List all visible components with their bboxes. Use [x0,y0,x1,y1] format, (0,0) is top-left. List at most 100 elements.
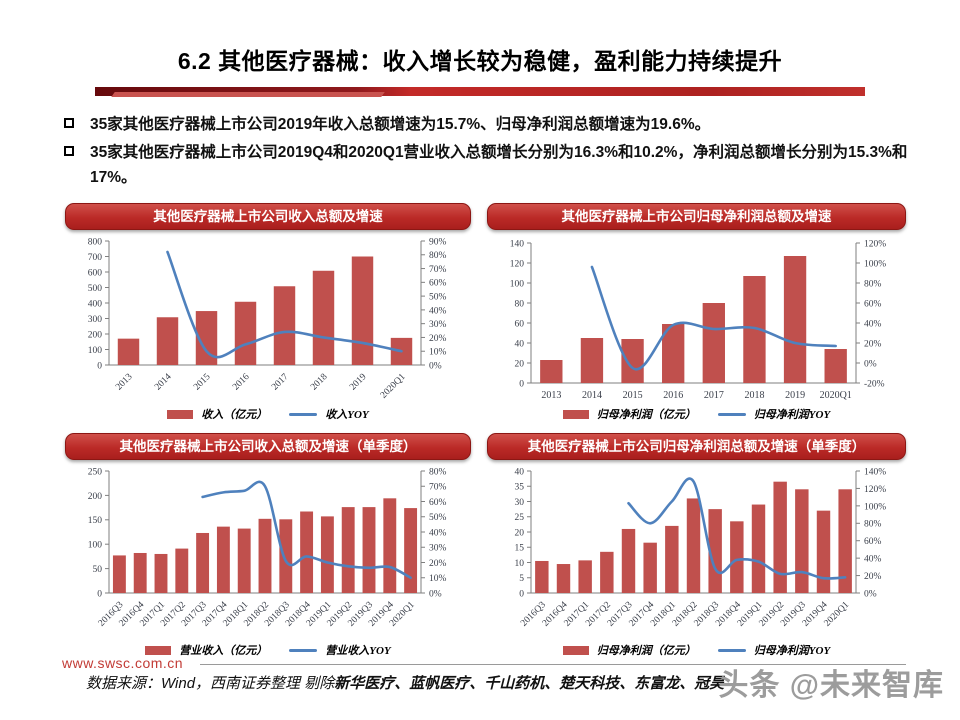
legend-label: 营业收入（亿元） [179,645,268,657]
left-axis-tick: 300 [88,315,103,325]
right-axis-tick: 50% [429,513,447,523]
legend-label: 归母净利润（亿元） [596,409,696,421]
right-axis-tick: 40% [864,555,882,565]
right-axis-tick: 80% [429,251,447,261]
right-axis-tick: 0% [429,361,442,371]
revenue-quarterly-panel: 其他医疗器械上市公司收入总额及增速（单季度） 0 50 100 150 200 250 0%… [65,433,471,661]
left-axis-tick: 50 [93,565,103,575]
footer-source-companies: 新华医疗、蓝帆医疗、千山药机、楚天科技、东富龙、冠昊 [334,675,725,692]
bar [730,521,744,593]
bar [300,511,314,593]
right-axis-tick: 0% [429,589,442,599]
bar [195,311,218,365]
left-axis-tick: 600 [88,268,103,278]
right-axis-tick: 60% [429,498,447,508]
bar [117,338,140,365]
right-axis-tick: 30% [429,320,447,330]
left-axis-tick: 25 [515,513,525,523]
page-title: 6.2 其他医疗器械：收入增长较为稳健，盈利能力持续提升 [177,48,783,74]
chart-title: 其他医疗器械上市公司归母净利润总额及增速 [487,203,906,230]
bar [237,528,251,593]
bar [112,555,126,593]
left-axis-tick: 20 [515,359,525,369]
legend-label: 收入YOY [325,409,369,421]
footer-url: www.swsc.com.cn [62,655,184,671]
x-axis-label: 2018 [744,390,764,401]
line-legend-swatch [717,648,746,652]
bar [783,256,807,383]
bar [621,528,636,593]
right-axis-tick: 40% [429,306,447,316]
revenue-total-chart: 0 100 200 300 400 500 600 700 800 0% 10% 20% 30% 40% 5… [88,237,447,401]
bar [341,507,355,593]
footer-divider-line [200,664,906,665]
legend-label: 营业收入YOY [325,645,391,657]
legend: 归母净利润（亿元） 归母净利润YOY [487,406,906,422]
legend-label: 收入（亿元） [201,409,268,421]
x-axis-label: 2019 [785,390,805,401]
bar-legend-swatch [562,409,589,419]
x-axis-label: 2017 [704,390,724,401]
left-axis-tick: 100 [88,346,103,356]
x-axis-label: 2020Q1 [379,372,408,401]
left-axis-tick: 0 [97,589,102,599]
right-axis-tick: 50% [429,293,447,303]
bar [175,548,189,593]
bar [665,525,679,593]
bars [540,256,847,383]
bar [196,532,210,593]
x-axis-label: 2017 [270,372,291,393]
left-axis-tick: 15 [515,544,525,554]
legend-label: 归母净利润YOY [753,645,831,657]
bar-legend-swatch [145,645,172,655]
left-axis-tick: 120 [510,259,525,269]
x-axis-label: 2016 [231,372,252,393]
chart-title: 其他医疗器械上市公司收入总额及增速 [65,203,471,230]
left-axis-tick: 800 [88,237,103,247]
yoy-line [166,250,403,359]
x-axis-label: 2020Q1 [823,600,852,629]
bar [258,518,272,593]
right-axis-tick: 60% [864,537,882,547]
x-axis-label: 2014 [153,372,174,393]
bar [362,507,376,593]
bar [838,489,852,593]
revenue-total-panel: 其他医疗器械上市公司收入总额及增速 0 100 200 300 400 500 600 700… [65,203,471,427]
x-axis-label: 2018 [309,372,330,393]
right-axis-tick: 30% [429,544,447,554]
bar [773,481,787,593]
right-axis-tick: 40% [429,528,447,538]
yoy-line [627,477,847,580]
left-axis-tick: 200 [88,492,103,502]
right-axis-tick: 10% [429,574,447,584]
right-axis-tick: 80% [429,467,447,477]
bar [751,504,766,593]
bar [154,553,168,593]
right-axis-tick: 120% [864,239,886,249]
bar [351,256,374,365]
right-axis-tick: 80% [864,279,882,289]
right-axis-tick: 0% [864,359,877,369]
right-axis-tick: 100% [864,502,886,512]
right-axis-tick: 40% [864,319,882,329]
title-divider [95,87,865,96]
bar [824,349,847,383]
footer-source: 数据来源：Wind，西南证券整理 剔除新华医疗、蓝帆医疗、千山药机、楚天科技、东… [86,672,916,693]
left-axis-tick: 35 [515,483,525,493]
bar [133,552,147,593]
left-axis-tick: 5 [519,574,524,584]
net-profit-quarterly-chart: 0 5 10 15 20 25 30 35 40 0% 20% 40% 60% 80% 100% 120% 14… [515,467,887,629]
left-axis-tick: 500 [88,284,103,294]
bar [156,317,179,365]
square-bullet-icon [64,118,74,128]
x-axis-label: 2019 [348,372,369,393]
left-axis-tick: 140 [510,239,525,249]
revenue-quarterly-chart: 0 50 100 150 200 250 0% 10% 20% 30% 40% 50% 60% 70% 80… [88,467,447,628]
bar [816,510,831,593]
legend-label: 归母净利润（亿元） [596,645,696,657]
legend: 归母净利润（亿元） 归母净利润YOY [487,642,906,658]
right-axis-tick: 70% [429,265,447,275]
left-axis-tick: 200 [88,330,103,340]
right-axis-tick: 20% [864,339,882,349]
x-axis-label: 2014 [582,390,602,401]
